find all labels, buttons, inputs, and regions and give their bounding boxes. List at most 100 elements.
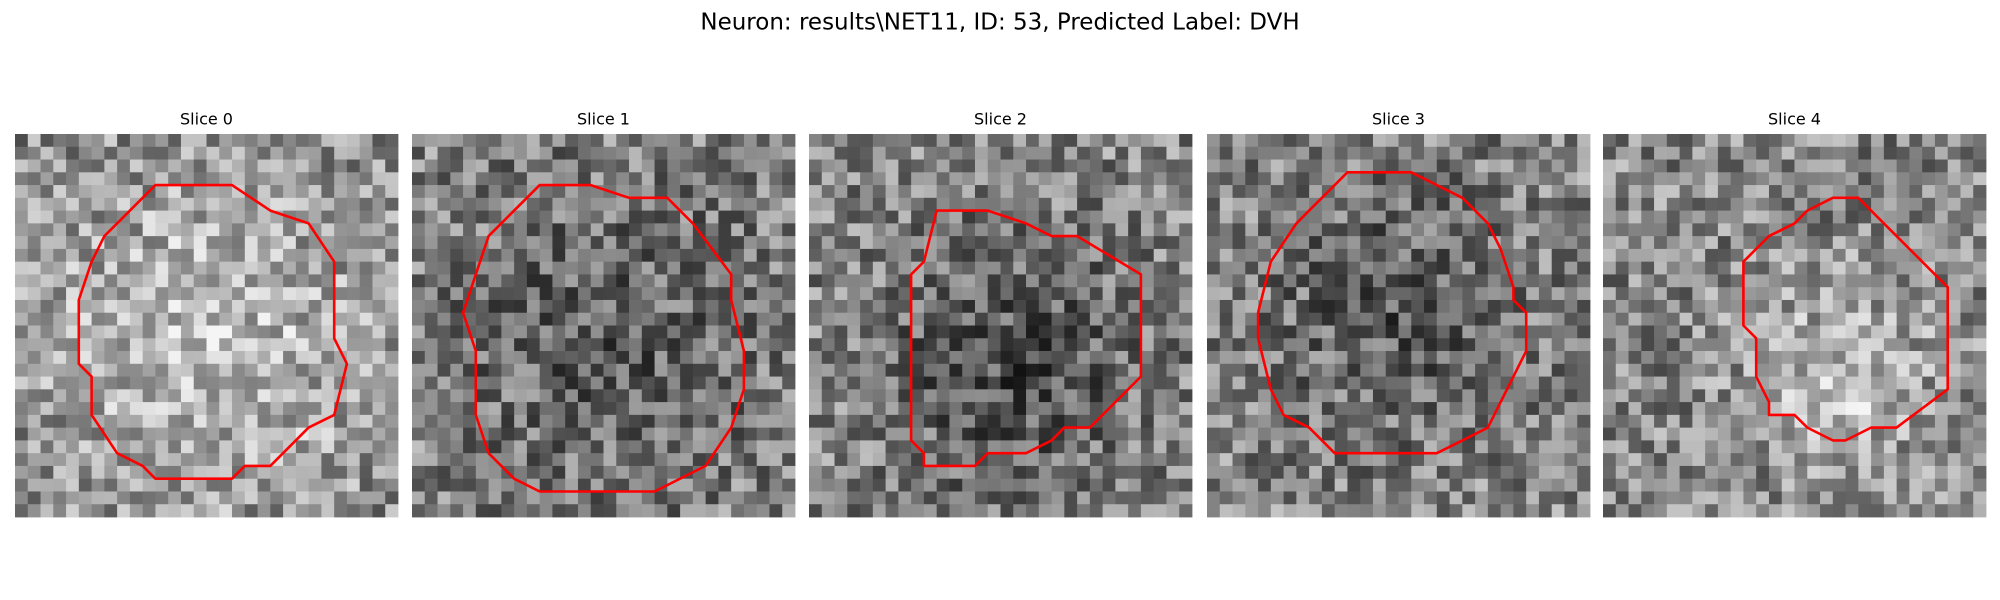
pixel <box>1000 172 1014 186</box>
pixel <box>936 172 950 186</box>
pixel <box>142 223 156 237</box>
pixel <box>514 363 528 377</box>
pixel <box>1424 299 1438 314</box>
pixel <box>1296 287 1310 301</box>
pixel <box>463 210 477 224</box>
pixel <box>1513 248 1527 263</box>
pixel <box>488 185 502 199</box>
pixel <box>552 248 566 263</box>
pixel <box>372 159 386 173</box>
pixel <box>308 210 322 224</box>
pixel <box>731 478 745 492</box>
pixel <box>1526 478 1540 492</box>
pixel <box>91 287 105 301</box>
pixel <box>321 440 335 454</box>
pixel <box>475 146 489 160</box>
pixel <box>1577 299 1591 314</box>
pixel <box>155 504 169 518</box>
pixel <box>1385 197 1399 211</box>
pixel <box>295 299 310 314</box>
pixel <box>1692 287 1706 301</box>
pixel <box>15 299 29 314</box>
pixel <box>1411 146 1425 160</box>
pixel <box>526 159 541 173</box>
pixel <box>1424 363 1438 377</box>
pixel <box>1334 453 1348 467</box>
pixel <box>1462 299 1476 314</box>
pixel <box>731 146 745 160</box>
pixel <box>40 491 54 505</box>
pixel <box>1947 414 1961 429</box>
pixel <box>1615 351 1629 365</box>
pixel <box>334 440 348 454</box>
pixel <box>834 223 848 237</box>
pixel <box>488 325 502 339</box>
pixel <box>91 312 105 326</box>
pixel <box>193 312 207 326</box>
pixel <box>603 223 617 237</box>
pixel <box>1922 504 1936 518</box>
pixel <box>1551 159 1565 173</box>
pixel <box>834 299 848 314</box>
pixel <box>898 172 912 186</box>
pixel <box>692 363 707 377</box>
pixel <box>974 312 989 326</box>
pixel <box>1973 197 1987 211</box>
pixel <box>1449 402 1463 416</box>
pixel <box>40 414 54 429</box>
pixel <box>1385 236 1399 250</box>
pixel <box>1654 223 1668 237</box>
pixel <box>155 134 169 148</box>
pixel <box>1140 223 1155 237</box>
pixel <box>424 414 438 429</box>
pixel <box>1232 134 1246 148</box>
pixel <box>552 197 566 211</box>
pixel <box>629 414 643 429</box>
pixel <box>629 427 643 441</box>
pixel <box>1538 146 1553 160</box>
pixel <box>1089 312 1104 326</box>
pixel <box>104 363 118 377</box>
pixel <box>1296 402 1310 416</box>
pixel <box>1705 427 1719 441</box>
pixel <box>1960 210 1974 224</box>
pixel <box>1424 159 1438 173</box>
pixel <box>705 351 719 365</box>
pixel <box>860 504 874 518</box>
pixel <box>692 134 707 148</box>
pixel <box>1334 478 1348 492</box>
pixel <box>295 389 310 403</box>
pixel <box>680 312 694 326</box>
pixel <box>1245 478 1259 492</box>
pixel <box>117 504 131 518</box>
pixel <box>1960 261 1974 275</box>
pixel <box>501 325 515 339</box>
pixel <box>1334 363 1348 377</box>
pixel <box>1424 414 1438 429</box>
pixel <box>1089 465 1104 480</box>
pixel <box>667 491 681 505</box>
pixel <box>129 351 144 365</box>
pixel <box>962 351 976 365</box>
pixel <box>117 299 131 314</box>
pixel <box>1140 453 1155 467</box>
pixel <box>1245 287 1259 301</box>
pixel <box>821 414 835 429</box>
pixel <box>91 325 105 339</box>
pixel <box>1896 185 1910 199</box>
pixel <box>603 248 617 263</box>
pixel <box>1909 478 1923 492</box>
pixel <box>334 236 348 250</box>
pixel <box>1449 274 1463 288</box>
pixel <box>1309 185 1323 199</box>
pixel <box>1794 504 1808 518</box>
pixel <box>526 376 541 390</box>
pixel <box>526 440 541 454</box>
pixel <box>244 363 258 377</box>
pixel <box>1513 287 1527 301</box>
pixel <box>385 159 399 173</box>
pixel <box>437 440 451 454</box>
pixel <box>809 338 823 352</box>
pixel <box>1051 134 1065 148</box>
pixel <box>1934 325 1949 339</box>
